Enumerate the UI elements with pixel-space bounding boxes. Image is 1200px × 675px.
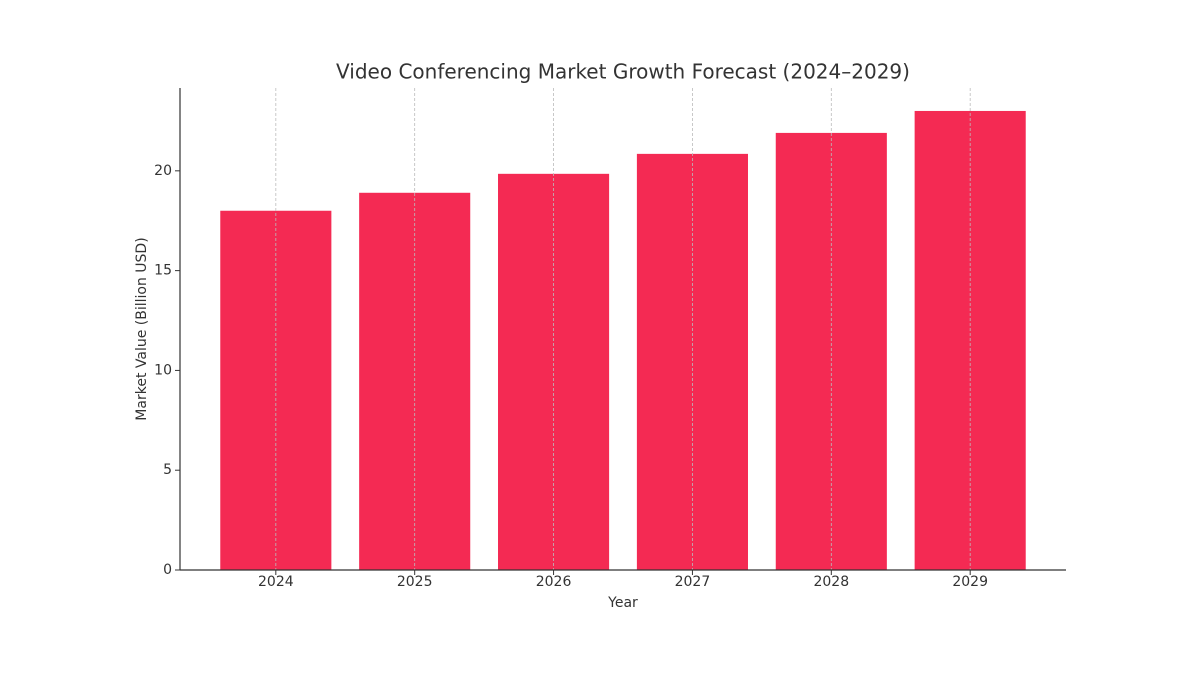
y-tick-label: 10 [154,362,172,378]
bar [636,153,748,571]
x-tick-label: 2026 [536,574,572,590]
x-tick-label: 2029 [952,574,988,590]
y-axis-label: Market Value (Billion USD) [134,237,150,420]
y-tick-label: 20 [154,163,172,179]
x-tick-label: 2025 [397,574,433,590]
x-axis-label: Year [607,595,638,611]
y-tick-label: 15 [154,263,172,279]
x-tick-label: 2024 [258,574,294,590]
y-tick-label: 0 [163,562,172,578]
x-tick-label: 2027 [675,574,711,590]
y-tick-label: 5 [163,462,172,478]
x-tick-label: 2028 [813,574,849,590]
chart-title: Video Conferencing Market Growth Forecas… [336,60,910,84]
